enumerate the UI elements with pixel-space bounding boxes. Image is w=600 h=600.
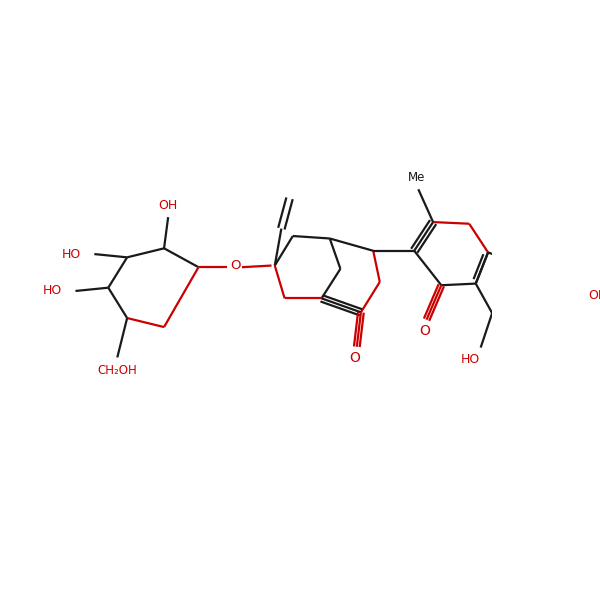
Text: HO: HO xyxy=(43,284,62,298)
Text: CH₂OH: CH₂OH xyxy=(97,364,137,377)
Text: HO: HO xyxy=(461,353,480,367)
Text: O: O xyxy=(419,324,430,338)
Text: Me: Me xyxy=(408,171,425,184)
Text: O: O xyxy=(350,351,361,365)
Text: OH: OH xyxy=(588,289,600,302)
Text: HO: HO xyxy=(62,248,81,260)
Text: O: O xyxy=(230,259,241,272)
Text: OH: OH xyxy=(158,199,178,212)
